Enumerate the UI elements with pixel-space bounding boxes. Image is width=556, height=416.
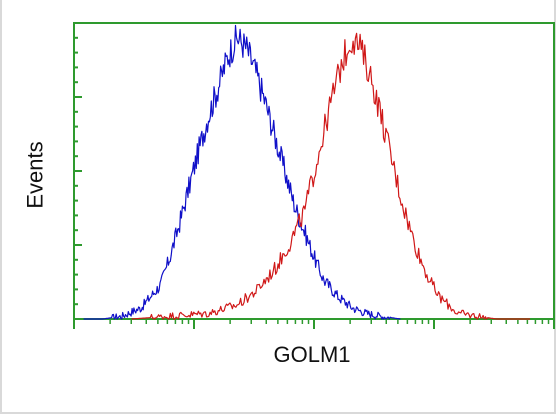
axes [73, 22, 555, 329]
series-group [83, 24, 530, 320]
series-line-2 [131, 32, 530, 320]
plot-border [73, 22, 555, 320]
y-axis-label: Events [6, 115, 66, 235]
series-line-1 [83, 24, 401, 320]
x-axis-label: GOLM1 [273, 342, 351, 367]
y-axis-label-text: Events [23, 141, 49, 209]
